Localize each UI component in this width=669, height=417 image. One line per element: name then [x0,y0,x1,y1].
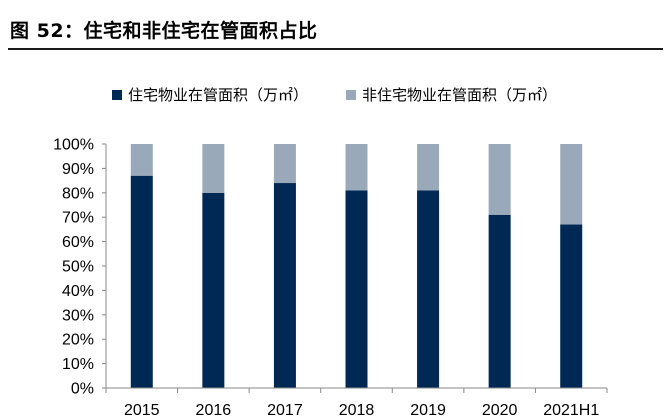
legend-swatch-non-residential [346,89,356,100]
legend-item-non-residential: 非住宅物业在管面积（万㎡） [346,84,557,105]
x-tick-label-2016: 2016 [196,402,232,417]
y-tick-label-9: 90% [62,161,94,178]
chart-legend: 住宅物业在管面积（万㎡） 非住宅物业在管面积（万㎡） [0,84,669,105]
y-tick-label-6: 60% [62,234,94,251]
bar-non-residential-2015 [130,144,153,176]
bar-residential-2017 [273,183,296,388]
bar-residential-2020 [488,214,511,388]
y-tick-label-1: 10% [62,356,94,373]
legend-item-residential: 住宅物业在管面积（万㎡） [111,84,308,105]
y-tick-label-0: 0% [71,381,94,398]
bar-non-residential-2016 [202,144,225,193]
y-tick-label-7: 70% [62,210,94,227]
title-rule [8,48,663,50]
legend-label-non-residential: 非住宅物业在管面积（万㎡） [362,86,558,104]
x-tick-label-2017: 2017 [267,402,303,417]
y-tick-label-3: 30% [62,307,94,324]
bar-non-residential-2020 [488,144,511,215]
bar-residential-2019 [417,190,440,388]
x-tick-label-2020: 2020 [482,402,518,417]
y-tick-label-5: 50% [62,259,94,276]
y-tick-label-2: 20% [62,332,94,349]
bar-non-residential-2018 [345,144,368,191]
x-tick-label-2018: 2018 [339,402,375,417]
bar-non-residential-2021H1 [560,144,583,225]
legend-label-residential: 住宅物业在管面积（万㎡） [127,86,308,104]
figure-title: 图 52：住宅和非住宅在管面积占比 [10,20,318,42]
y-tick-label-10: 100% [53,137,94,154]
bar-residential-2016 [202,192,225,388]
bar-non-residential-2019 [417,144,440,191]
y-tick-label-4: 40% [62,283,94,300]
legend-swatch-residential [111,89,122,100]
bar-non-residential-2017 [273,144,296,184]
x-tick-label-2021H1: 2021H1 [543,402,599,417]
x-tick-label-2019: 2019 [410,402,446,417]
x-tick-label-2015: 2015 [124,402,160,417]
bar-residential-2018 [345,190,368,388]
bar-residential-2015 [130,175,153,388]
y-tick-label-8: 80% [62,185,94,202]
bar-residential-2021H1 [560,224,583,388]
